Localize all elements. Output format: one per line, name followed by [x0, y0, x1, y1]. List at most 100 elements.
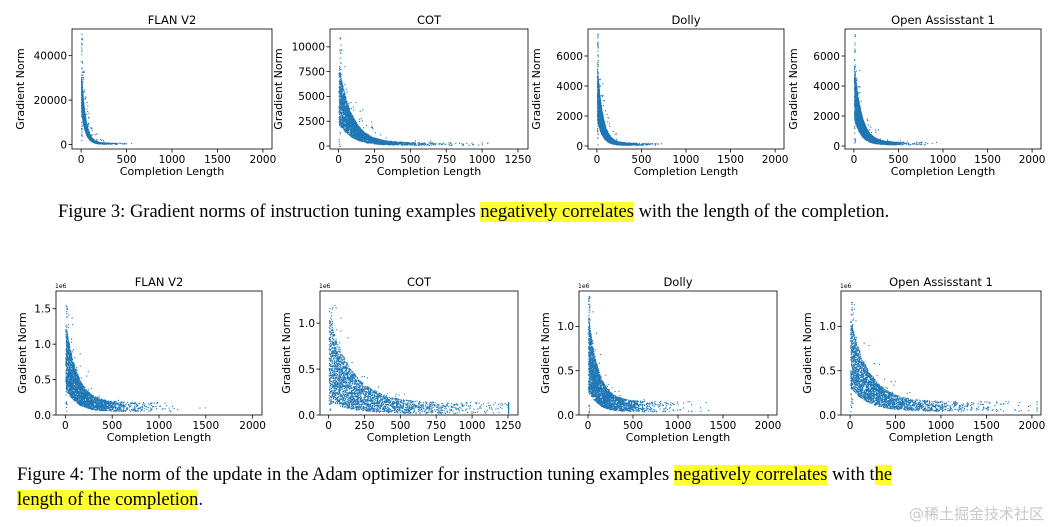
fig3-cot-point [380, 139, 382, 141]
fig3-flan-v2-point [85, 127, 87, 129]
fig3-flan-v2-point [91, 134, 93, 136]
fig3-cot-point [388, 144, 390, 146]
fig3-cot-point [375, 142, 377, 144]
fig3-cot-point [340, 100, 342, 102]
fig3-flan-v2-point [83, 112, 85, 114]
fig3-cot-point [339, 76, 341, 78]
fig3-flan-v2-point [81, 38, 83, 40]
fig3-cot-point [357, 128, 359, 130]
fig3-cot-point [343, 94, 345, 96]
fig3-cot-point [466, 142, 468, 144]
fig3-cot-point [418, 141, 420, 143]
fig3-cot-point [352, 117, 354, 119]
fig3-cot-point [370, 141, 372, 143]
fig3-cot-point [355, 134, 357, 136]
fig3-cot-point [424, 142, 426, 144]
fig3-cot-point [360, 130, 362, 132]
fig3-cot-point [368, 135, 370, 137]
fig3-flan-v2-point [82, 114, 84, 116]
fig3-cot-point [354, 123, 356, 125]
fig3-cot-point [388, 142, 390, 144]
fig3-flan-v2-point [83, 70, 85, 72]
fig3-cot-point [339, 80, 341, 82]
fig3-flan-v2-point [83, 71, 85, 73]
fig3-cot-point [346, 91, 348, 93]
fig3-cot-point [348, 121, 350, 123]
fig3-flan-v2-point [82, 106, 84, 108]
fig3-flan-v2-point [83, 111, 85, 113]
fig3-cot-point [346, 109, 348, 111]
fig3-cot-point [347, 126, 349, 128]
fig3-flan-v2-point [88, 133, 90, 135]
fig3-flan-v2-point [81, 113, 83, 115]
fig3-cot-point [380, 134, 382, 136]
fig3-flan-v2-point [88, 132, 90, 134]
fig3-cot-point [339, 71, 341, 73]
fig3-cot-point [373, 137, 375, 139]
fig3-cot-point [397, 144, 399, 146]
fig3-cot-point [343, 97, 345, 99]
fig3-cot-point [338, 121, 340, 123]
fig3-flan-v2-point [102, 143, 104, 145]
fig3-cot-point [358, 129, 360, 131]
fig3-cot-point [429, 143, 431, 145]
fig3-cot-point [356, 132, 358, 134]
fig3-cot-point [338, 98, 340, 100]
fig3-flan-v2-point [87, 134, 89, 136]
fig3-cot-point [340, 37, 342, 39]
fig3-flan-v2-ylabel: Gradient Norm [14, 48, 27, 129]
fig3-cot-point [352, 136, 354, 138]
fig3-cot-point [340, 93, 342, 95]
fig3-cot-point [448, 142, 450, 144]
fig3-flan-v2-point [94, 134, 96, 136]
fig3-cot-point [338, 90, 340, 92]
fig3-flan-v2-point [82, 103, 84, 105]
fig3-cot-point [358, 128, 360, 130]
fig3-cot-point [462, 144, 464, 146]
fig3-cot-point [349, 134, 351, 136]
fig3-cot-point [346, 106, 348, 108]
fig3-cot-point [356, 136, 358, 138]
fig3-cot-point [441, 144, 443, 146]
fig3-cot-point [346, 114, 348, 116]
fig3-flan-v2-point [82, 71, 84, 73]
fig3-cot-point [340, 76, 342, 78]
fig3-cot-point [343, 102, 345, 104]
fig3-cot-point [346, 112, 348, 114]
fig3-cot-point [346, 103, 348, 105]
fig3-flan-v2-point [81, 90, 83, 92]
fig3-cot-point [340, 99, 342, 101]
fig3-flan-v2-point [81, 49, 83, 51]
fig3-cot-point [433, 142, 435, 144]
fig3-flan-v2-point [83, 118, 85, 120]
fig3-cot-point [341, 80, 343, 82]
fig3-cot-point [375, 132, 377, 134]
fig3-flan-v2-point [82, 102, 84, 104]
fig3-flan-v2-point [82, 101, 84, 103]
fig3-cot-point [341, 117, 343, 119]
fig3-flan-v2-point [85, 130, 87, 132]
fig3-cot-point [345, 99, 347, 101]
fig3-cot-point [449, 144, 451, 146]
fig3-flan-v2-point [81, 98, 83, 100]
fig3-flan-v2-point [81, 97, 83, 99]
fig3-flan-v2-ytick-label: 20000 [34, 95, 67, 107]
fig3-cot-point [342, 107, 344, 109]
fig3-cot-point [352, 117, 354, 119]
fig3-cot-point [420, 144, 422, 146]
fig3-cot-point [418, 142, 420, 144]
fig3-cot-point [440, 143, 442, 145]
fig3-flan-v2-point [116, 143, 118, 145]
fig3-cot-point [339, 143, 341, 145]
fig3-flan-v2-point [83, 123, 85, 125]
fig3-cot-point [341, 89, 343, 91]
fig3-cot-point [352, 119, 354, 121]
fig3-cot-point [342, 101, 344, 103]
fig3-flan-v2-point [81, 110, 83, 112]
fig3-cot-point [350, 130, 352, 132]
fig3-flan-v2-point [91, 138, 93, 140]
fig3-flan-v2-point [86, 108, 88, 110]
fig3-cot-point [439, 143, 441, 145]
fig3-flan-v2-point [92, 140, 94, 142]
fig3-cot-point [342, 87, 344, 89]
